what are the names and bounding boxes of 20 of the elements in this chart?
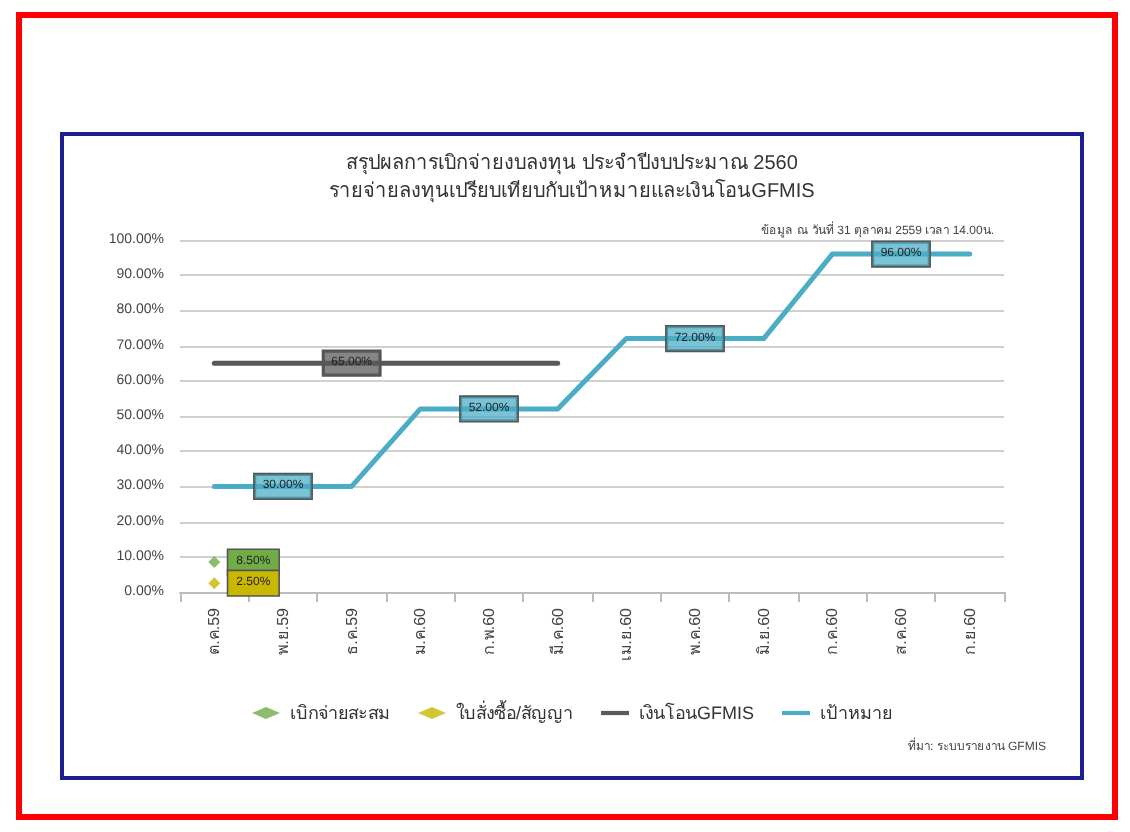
x-tick-label: พ.ย.59 [274,606,292,655]
x-tick-label: มิ.ย.60 [754,606,773,655]
legend-label: เบิกจ่ายสะสม [290,703,390,723]
x-tick-label: เม.ย.60 [617,606,636,661]
point [208,556,221,569]
legend-label: เป้าหมาย [820,703,892,723]
x-tick-label: ก.พ.60 [480,606,498,655]
chart-subtitle: รายจ่ายลงทุนเปรียบเทียบกับเป้าหมายและเงินโอนGFMIS [329,177,816,203]
x-tick-label: ก.ค.60 [823,606,842,655]
x-tick-label: มี.ค.60 [548,606,567,655]
x-tick-label: ม.ค.60 [411,606,430,655]
legend-label: เงินโอนGFMIS [639,703,754,723]
x-tick-label: พ.ค.60 [686,606,704,655]
point [208,577,221,590]
x-tick-label: ต.ค.59 [205,606,224,655]
x-tick-label: ส.ค.60 [892,606,910,655]
chart-title: สรุปผลการเบิกจ่ายงบลงทุน ประจำปีงบประมาณ 2560 [346,151,799,175]
legend-label: ใบสั่งซื้อ/สัญญา [456,699,574,723]
x-tick-label: ธ.ค.59 [342,606,361,655]
x-tick-label: ก.ย.60 [960,606,979,655]
